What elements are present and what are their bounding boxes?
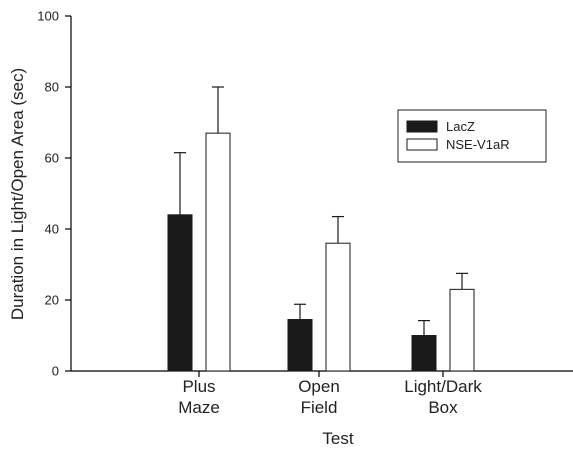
y-tick-label: 80 <box>45 80 59 95</box>
legend-label: NSE-V1aR <box>446 137 510 152</box>
x-category-label: Maze <box>178 398 220 417</box>
y-tick-label: 20 <box>45 293 59 308</box>
error-bars-group <box>174 86 468 336</box>
y-axis: 0 20 40 60 80 100 <box>37 9 72 379</box>
y-tick-label: 60 <box>45 151 59 166</box>
bars-group <box>167 132 475 372</box>
bar-nse-v1ar <box>325 242 351 372</box>
y-tick-label: 0 <box>52 364 59 379</box>
legend-box <box>397 109 547 163</box>
y-axis-title: Duration in Light/Open Area (sec) <box>8 68 27 320</box>
x-category-label: Box <box>428 398 458 417</box>
x-axis: Plus Maze Open Field Light/Dark Box <box>71 370 573 417</box>
bar-nse-v1ar <box>449 288 475 372</box>
y-tick-label: 40 <box>45 222 59 237</box>
x-category-label: Light/Dark <box>404 377 482 396</box>
legend-swatch <box>406 120 438 133</box>
x-category-label: Open <box>298 377 340 396</box>
x-category-label: Field <box>301 398 338 417</box>
legend-swatch <box>406 138 438 151</box>
bar-lacz <box>167 214 193 372</box>
bar-lacz <box>411 335 437 372</box>
x-axis-title: Test <box>322 429 353 448</box>
legend-label: LacZ <box>446 119 475 134</box>
bar-lacz <box>287 319 313 372</box>
legend: LacZ NSE-V1aR <box>397 109 547 163</box>
bar-nse-v1ar <box>205 132 231 372</box>
x-category-label: Plus <box>182 377 215 396</box>
y-tick-label: 100 <box>37 9 59 24</box>
